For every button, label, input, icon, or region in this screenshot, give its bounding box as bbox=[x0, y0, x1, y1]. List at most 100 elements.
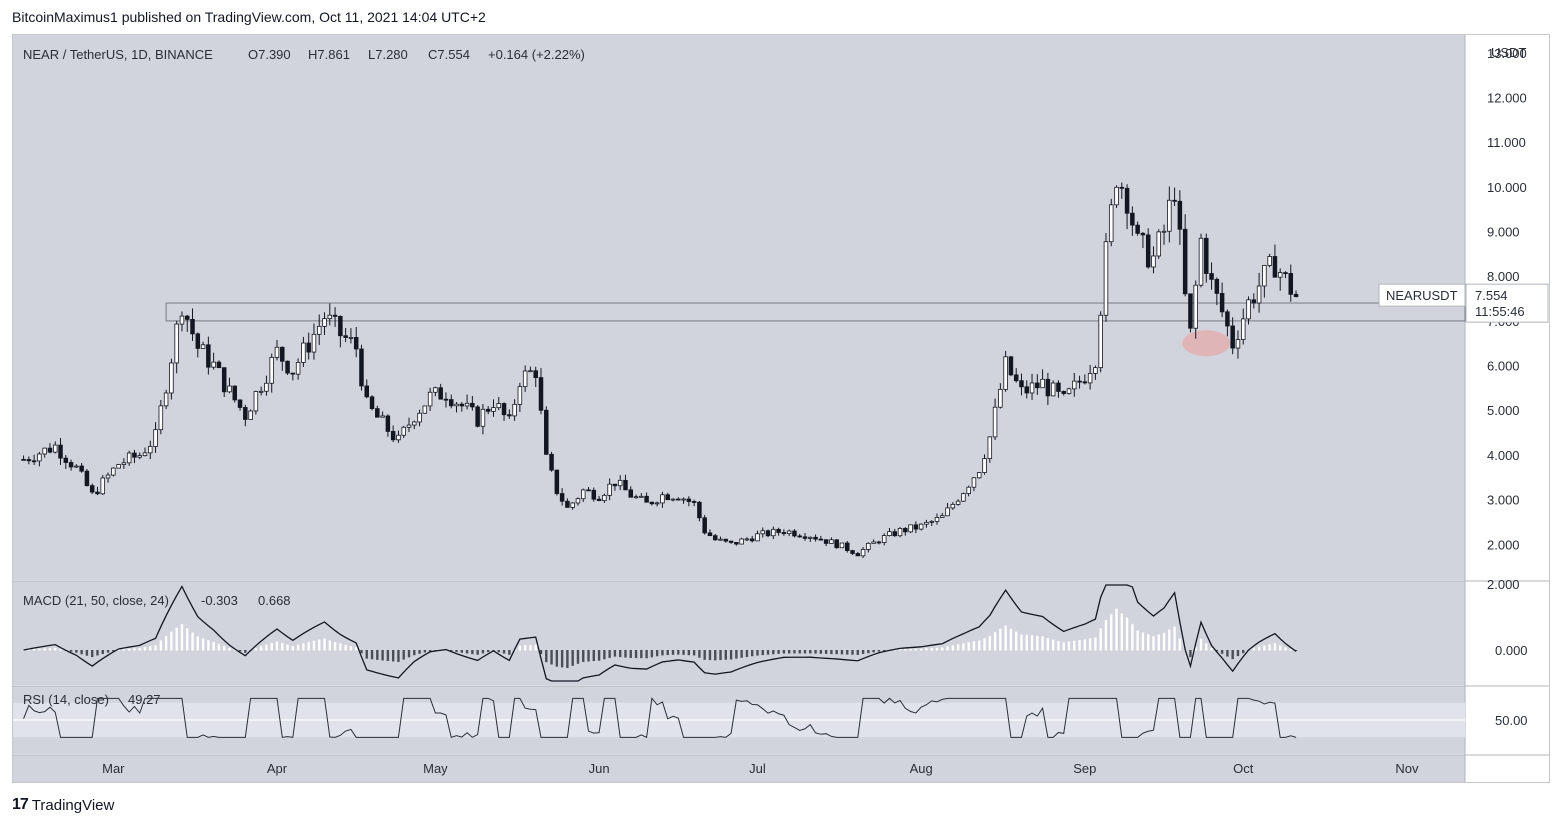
candle-body bbox=[612, 483, 618, 487]
candle-body bbox=[1256, 285, 1262, 304]
macd-hist-bar bbox=[69, 650, 73, 652]
candle-body bbox=[665, 494, 670, 501]
rsi-legend-label: RSI (14, close) bbox=[23, 692, 109, 707]
macd-hist-bar bbox=[22, 650, 25, 651]
time-tick-label: Oct bbox=[1233, 761, 1254, 776]
candle-body bbox=[485, 408, 491, 412]
macd-hist-bar bbox=[1215, 650, 1219, 652]
candle-body bbox=[311, 333, 317, 353]
macd-hist-bar bbox=[919, 648, 923, 651]
macd-hist-bar bbox=[1189, 650, 1192, 658]
candle-body bbox=[348, 337, 354, 339]
candle-body bbox=[280, 346, 285, 362]
candle-body bbox=[232, 385, 238, 401]
candle-body bbox=[369, 396, 375, 409]
candle-body bbox=[179, 315, 185, 325]
candle-body bbox=[221, 367, 227, 393]
candle-body bbox=[544, 409, 549, 455]
candle-body bbox=[285, 360, 290, 374]
macd-hist-bar bbox=[1057, 641, 1060, 651]
candle-body bbox=[649, 501, 655, 505]
candle-body bbox=[591, 489, 597, 500]
candle-body bbox=[1288, 273, 1294, 295]
macd-hist-bar bbox=[1094, 637, 1097, 651]
macd-hist-bar bbox=[1030, 635, 1034, 651]
candle-body bbox=[1161, 230, 1167, 233]
macd-hist-bar bbox=[481, 650, 485, 654]
tradingview-brand[interactable]: 17 TradingView bbox=[12, 796, 114, 814]
candle-body bbox=[1040, 378, 1045, 389]
candle-body bbox=[607, 483, 612, 496]
macd-hist-bar bbox=[703, 650, 706, 660]
macd-hist-bar bbox=[861, 650, 865, 655]
macd-hist-bar bbox=[898, 649, 902, 651]
macd-hist-bar bbox=[872, 650, 875, 653]
candle-body bbox=[1061, 391, 1066, 394]
macd-hist-bar bbox=[735, 650, 738, 659]
price-tick-label: 13.000 bbox=[1487, 46, 1527, 61]
candle-body bbox=[153, 429, 158, 447]
candle-body bbox=[475, 406, 480, 427]
symbol-tag-label: NEARUSDT bbox=[1386, 288, 1458, 303]
candle-body bbox=[670, 498, 676, 501]
candle-body bbox=[464, 402, 470, 407]
candle-body bbox=[1082, 381, 1088, 384]
chart-svg[interactable]: 2.0003.0004.0005.0006.0007.0008.0009.000… bbox=[13, 35, 1549, 782]
candle-body bbox=[1246, 299, 1251, 320]
macd-hist-bar bbox=[714, 650, 717, 661]
candle-body bbox=[37, 453, 42, 462]
macd-hist-bar bbox=[186, 628, 189, 651]
macd-hist-bar bbox=[1120, 613, 1123, 651]
macd-line bbox=[23, 584, 1297, 682]
candle-body bbox=[417, 412, 422, 423]
macd-hist-bar bbox=[883, 650, 886, 652]
candle-body bbox=[121, 462, 127, 465]
candle-body bbox=[332, 314, 338, 317]
candle-body bbox=[1182, 228, 1188, 295]
macd-hist-bar bbox=[1226, 650, 1229, 657]
candle-body bbox=[522, 370, 528, 388]
macd-hist-bar bbox=[106, 650, 110, 653]
macd-hist-bar bbox=[1252, 648, 1255, 651]
candle-body bbox=[712, 535, 718, 541]
candle-body bbox=[860, 549, 866, 557]
macd-hist-bar bbox=[951, 645, 955, 651]
macd-hist-bar bbox=[708, 650, 712, 661]
candle-body bbox=[211, 361, 216, 368]
candle-body bbox=[940, 515, 945, 518]
candle-body bbox=[955, 500, 961, 505]
macd-hist-bar bbox=[523, 645, 527, 651]
candle-body bbox=[1124, 187, 1130, 214]
candle-body bbox=[264, 382, 269, 392]
candle-body bbox=[1262, 265, 1267, 287]
candle-body bbox=[448, 399, 454, 407]
macd-hist-bar bbox=[655, 650, 659, 657]
macd-hist-bar bbox=[914, 648, 918, 651]
macd-hist-bar bbox=[391, 650, 395, 662]
macd-hist-bar bbox=[328, 640, 331, 651]
macd-hist-bar bbox=[508, 650, 511, 655]
candle-body bbox=[744, 538, 750, 541]
macd-hist-bar bbox=[1236, 650, 1240, 657]
macd-hist-bar bbox=[550, 650, 553, 665]
macd-hist-bar bbox=[1268, 644, 1271, 651]
candle-body bbox=[322, 318, 327, 327]
candle-body bbox=[42, 447, 47, 455]
macd-hist-bar bbox=[223, 646, 226, 651]
macd-hist-bar bbox=[518, 645, 522, 651]
macd-hist-bar bbox=[724, 650, 727, 660]
macd-hist-bar bbox=[851, 650, 854, 655]
macd-hist-bar bbox=[677, 650, 680, 655]
candle-body bbox=[1230, 325, 1235, 349]
time-tick-label: May bbox=[423, 761, 448, 776]
macd-legend-value: 0.668 bbox=[258, 593, 291, 608]
macd-hist-bar bbox=[1020, 634, 1023, 651]
candle-body bbox=[105, 474, 111, 479]
legend-low: L7.280 bbox=[368, 47, 408, 62]
candle-body bbox=[855, 553, 861, 557]
tradingview-logo-icon: 17 bbox=[12, 796, 29, 813]
macd-hist-bar bbox=[1178, 638, 1182, 651]
macd-hist-bar bbox=[560, 650, 564, 668]
candle-body bbox=[116, 464, 121, 469]
candle-body bbox=[137, 455, 142, 458]
